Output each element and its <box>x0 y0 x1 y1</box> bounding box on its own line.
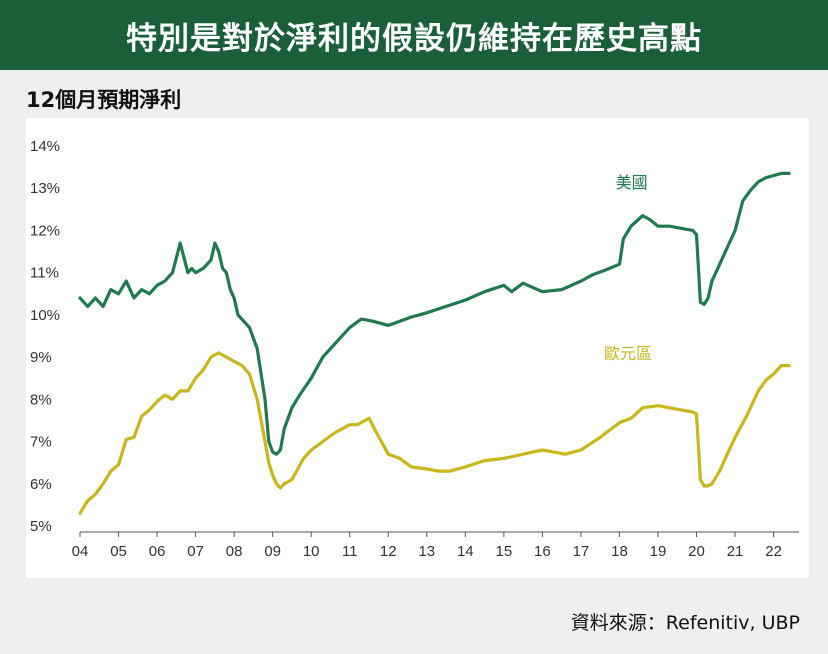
us-line <box>78 171 791 456</box>
x-tick-label: 04 <box>72 543 89 560</box>
x-tick-label: 15 <box>496 543 513 560</box>
y-tick-label: 11% <box>30 265 59 282</box>
chart-subtitle: 12個月預期淨利 <box>26 88 182 112</box>
x-tick-label: 17 <box>573 543 590 560</box>
x-tick-label: 06 <box>149 543 166 560</box>
x-tick-label: 05 <box>110 543 127 560</box>
y-tick-label: 7% <box>30 434 52 451</box>
x-axis: 04 05 06 07 08 09 10 11 12 13 14 15 16 17 18 19 20 21 22 <box>72 531 799 560</box>
x-tick-label: 21 <box>727 543 744 560</box>
y-tick-label: 10% <box>30 307 60 324</box>
series-lines <box>78 171 791 515</box>
y-tick-label: 9% <box>30 349 52 366</box>
x-tick-label: 08 <box>226 543 243 560</box>
y-tick-label: 12% <box>30 222 60 239</box>
x-tick-label: 22 <box>765 543 782 560</box>
y-tick-label: 14% <box>30 138 60 155</box>
eurozone-series-label: 歐元區 <box>604 344 652 363</box>
x-tick-label: 18 <box>611 543 628 560</box>
x-tick-label: 12 <box>380 543 397 560</box>
y-tick-label: 5% <box>30 518 52 535</box>
line-chart: 5% 6% 7% 8% 9% 10% 11% 12% 13% 14% 04 05 06 07 08 09 10… <box>30 138 799 560</box>
x-tick-label: 20 <box>688 543 705 560</box>
chart-panel: 5% 6% 7% 8% 9% 10% 11% 12% 13% 14% 04 05 06 07 08 09 10… <box>26 118 809 578</box>
y-tick-label: 13% <box>30 180 60 197</box>
x-tick-label: 14 <box>457 543 474 560</box>
x-tick-label: 10 <box>303 543 320 560</box>
x-tick-label: 09 <box>264 543 281 560</box>
title-banner: 特別是對於淨利的假設仍維持在歷史高點 <box>0 0 828 70</box>
y-tick-label: 6% <box>30 476 52 493</box>
y-axis-ticks: 5% 6% 7% 8% 9% 10% 11% 12% 13% 14% <box>30 138 60 535</box>
x-tick-label: 11 <box>342 543 358 560</box>
x-tick-label: 13 <box>418 543 435 560</box>
y-tick-label: 8% <box>30 391 52 408</box>
x-tick-label: 19 <box>650 543 667 560</box>
source-note: 資料來源：Refenitiv, UBP <box>570 612 800 634</box>
us-series-label: 美國 <box>616 173 648 192</box>
x-tick-label: 16 <box>534 543 551 560</box>
page-title: 特別是對於淨利的假設仍維持在歷史高點 <box>126 20 702 57</box>
eurozone-line <box>78 351 791 515</box>
x-tick-label: 07 <box>187 543 204 560</box>
